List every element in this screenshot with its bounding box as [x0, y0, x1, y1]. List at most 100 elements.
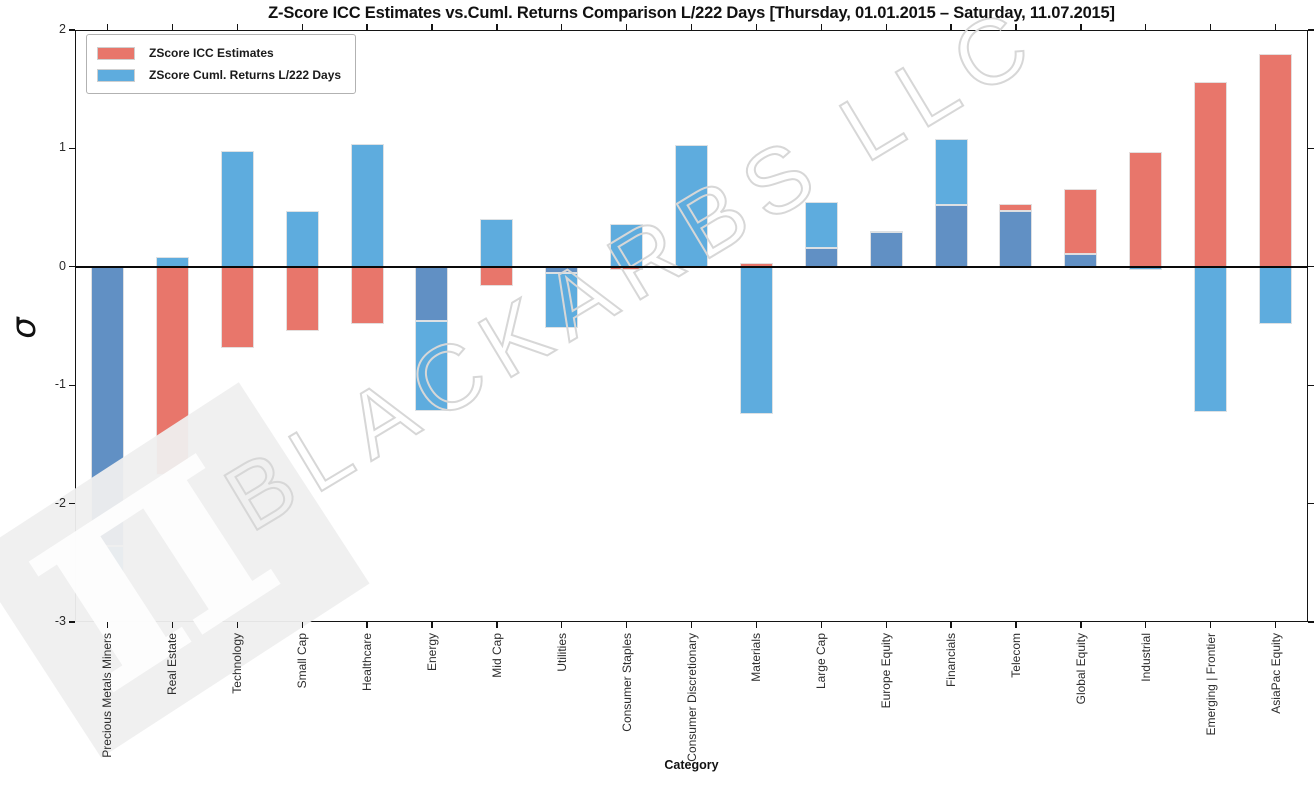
y-tick-mark [1308, 147, 1314, 150]
y-tick-mark [1308, 266, 1314, 268]
bar-segment-icc [999, 204, 1033, 212]
bar-segment-returns [1259, 266, 1293, 324]
x-tick-mark [301, 24, 303, 30]
x-tick-mark [1145, 622, 1147, 628]
y-axis-label: σ [4, 317, 44, 339]
x-tick-label: Mid Cap [489, 633, 504, 678]
bar-segment-overlap [999, 211, 1033, 267]
x-tick-mark [755, 24, 758, 30]
x-tick-mark [431, 622, 433, 628]
x-tick-mark [236, 24, 238, 30]
x-tick-mark [1274, 24, 1277, 30]
x-tick-mark [496, 622, 498, 628]
x-tick-label: Energy [424, 633, 439, 672]
y-tick-mark [69, 266, 75, 268]
bar-segment-returns [480, 219, 514, 267]
x-tick-mark [561, 24, 563, 30]
x-tick-label: Utilities [554, 633, 569, 672]
x-tick-mark [1015, 622, 1017, 628]
bar-segment-returns [675, 144, 708, 267]
bar-segment-icc [1194, 82, 1228, 267]
x-tick-label: Materials [749, 633, 764, 682]
legend-swatch-icc [97, 46, 135, 60]
x-tick-mark [626, 622, 628, 628]
x-tick-mark [1145, 24, 1147, 30]
x-axis-label: Category [664, 758, 719, 772]
y-tick-label: -2 [54, 495, 66, 510]
y-tick-label: -1 [54, 377, 66, 392]
x-tick-mark [1080, 622, 1082, 628]
x-tick-mark [236, 622, 238, 628]
x-tick-mark [690, 24, 693, 30]
x-tick-label: Technology [230, 633, 245, 694]
x-tick-mark [885, 24, 887, 30]
y-tick-label: -3 [54, 614, 66, 628]
bar-segment-overlap [415, 266, 449, 322]
bar-segment-returns [285, 211, 319, 267]
bar-segment-returns [610, 224, 644, 267]
y-tick-mark [69, 384, 75, 386]
bar-segment-returns [1194, 266, 1228, 413]
x-tick-mark [496, 24, 498, 30]
x-tick-mark [820, 622, 822, 628]
bar-segment-overlap [90, 266, 124, 547]
x-tick-label: Small Cap [295, 633, 310, 689]
x-tick-mark [561, 622, 563, 628]
y-tick-label: 1 [59, 140, 66, 155]
bar-segment-returns [415, 321, 449, 412]
bar-segment-returns [90, 546, 124, 614]
x-tick-label: Real Estate [165, 633, 180, 696]
x-tick-label: AsiaPac Equity [1268, 633, 1283, 714]
bar-segment-returns [934, 138, 968, 206]
bar-segment-icc [1064, 188, 1098, 254]
x-tick-mark [171, 622, 174, 628]
x-tick-label: Financials [944, 633, 959, 688]
x-tick-mark [431, 24, 433, 30]
legend-label-icc: ZScore ICC Estimates [149, 46, 274, 60]
x-tick-mark [885, 622, 887, 628]
legend-item-icc: ZScore ICC Estimates [97, 42, 341, 64]
legend-swatch-returns [97, 68, 135, 82]
x-tick-label: Healthcare [360, 633, 375, 692]
legend-item-returns: ZScore Cuml. Returns L/222 Days [97, 64, 341, 86]
x-tick-mark [1015, 24, 1017, 30]
bar-segment-returns [220, 150, 254, 267]
zero-line [75, 265, 1308, 268]
x-tick-mark [755, 622, 758, 628]
x-tick-mark [950, 622, 952, 628]
x-tick-label: Industrial [1138, 633, 1153, 682]
y-tick-label: 2 [59, 22, 66, 36]
x-tick-mark [366, 622, 368, 628]
bar-segment-returns [350, 143, 384, 267]
y-tick-mark [1308, 503, 1314, 505]
bar-segment-overlap [869, 232, 903, 267]
y-tick-mark [69, 503, 75, 505]
bar-segment-returns [869, 231, 903, 234]
y-tick-mark [1308, 384, 1314, 386]
bar-segment-icc [155, 266, 189, 476]
x-tick-mark [950, 24, 952, 30]
bar-segment-returns [545, 272, 579, 329]
legend-label-returns: ZScore Cuml. Returns L/222 Days [149, 68, 342, 82]
y-tick-mark [1308, 621, 1314, 623]
legend: ZScore ICC Estimates ZScore Cuml. Return… [86, 34, 357, 94]
bar-segment-icc [480, 266, 514, 286]
x-tick-mark [1210, 622, 1212, 628]
x-tick-mark [301, 622, 303, 628]
plot-area [75, 30, 1308, 622]
x-tick-mark [106, 24, 109, 30]
x-tick-mark [171, 24, 174, 30]
x-tick-mark [106, 622, 109, 628]
x-tick-label: Large Cap [814, 633, 829, 690]
x-tick-mark [366, 24, 368, 30]
bar-segment-overlap [934, 205, 968, 267]
y-tick-mark [1308, 29, 1314, 31]
bar-segment-icc [285, 266, 319, 331]
y-tick-mark [69, 621, 75, 623]
bar-segment-icc [220, 266, 254, 349]
bar-segment-icc [350, 266, 384, 324]
bar-segment-returns [739, 266, 773, 414]
x-tick-mark [690, 622, 693, 628]
bar-segment-overlap [804, 247, 838, 267]
